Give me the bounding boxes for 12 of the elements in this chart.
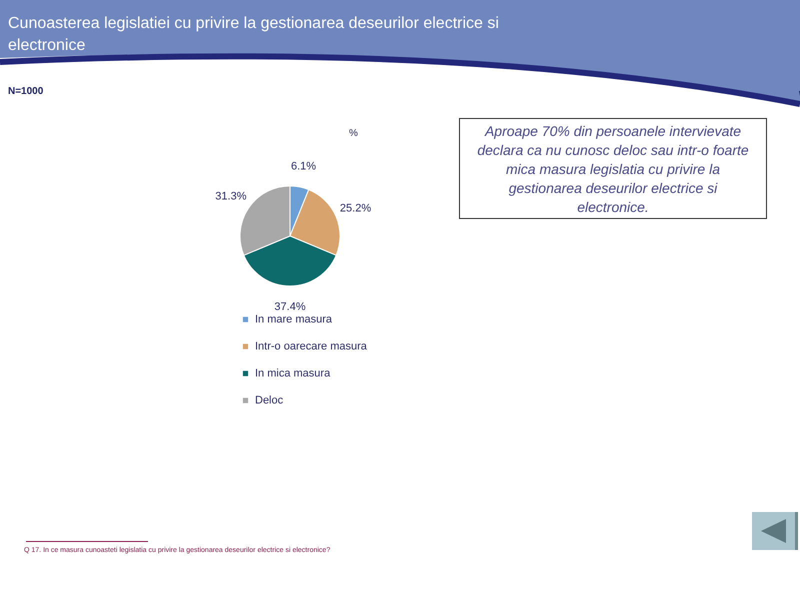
chart-title: Cunoasterea legislatiei cu privire la gestionarea deseurilor electrice si electronice bbox=[8, 14, 500, 56]
data-label: 25.2% bbox=[340, 202, 372, 215]
legend-label: In mare masura bbox=[255, 314, 333, 326]
data-label: 6.1% bbox=[290, 160, 316, 172]
legend-label: Intr-o oarecare masura bbox=[255, 340, 368, 352]
data-label: 31.3% bbox=[215, 190, 247, 203]
text: % bbox=[349, 128, 358, 139]
data-label: 37.4% bbox=[274, 301, 306, 313]
text: Aproape 70% din persoanele intervievate declara ca nu cunosc deloc sau intr-o foarte mica masura legislatia cu privire la gestionarea deseurilor electrice si electronice. bbox=[459, 118, 767, 219]
legend-label: In mica masura bbox=[255, 368, 332, 380]
text: N=1000 bbox=[8, 86, 44, 97]
legend-label: Deloc bbox=[255, 394, 284, 406]
